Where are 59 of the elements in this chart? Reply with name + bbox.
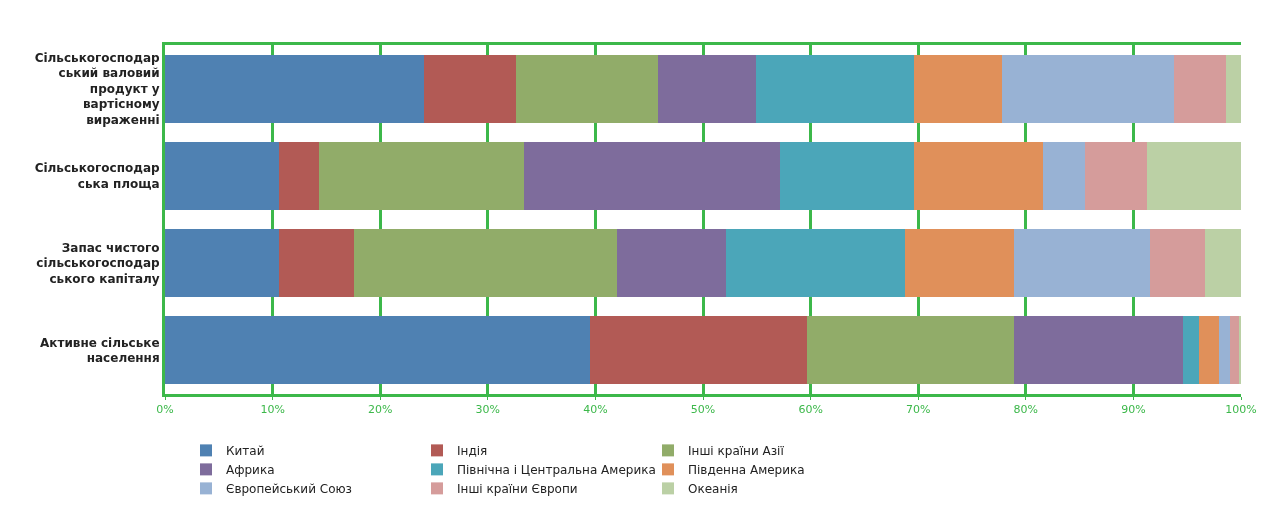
x-tick-label: 90% [1121, 403, 1146, 417]
bar [1174, 55, 1226, 123]
bar [905, 229, 1014, 297]
bar [279, 142, 319, 210]
legend-label: Китай [226, 444, 265, 459]
bar [1002, 55, 1174, 123]
y-tick-label: Сільськогосподар ський валовий продукт у вартісному вираженні [34, 50, 160, 128]
bar [165, 55, 424, 123]
bar [807, 316, 1014, 384]
bar [1147, 142, 1241, 210]
bar [279, 229, 354, 297]
bar [1014, 229, 1150, 297]
y-tick-label: Запас чистого сільськогосподар ського капіталу [36, 240, 161, 286]
bar [658, 55, 756, 123]
legend-label: Південна Америка [688, 463, 805, 478]
bar [1085, 142, 1147, 210]
bar [165, 316, 590, 384]
x-tick-label: 100% [1225, 403, 1257, 417]
bar [1014, 316, 1183, 384]
x-tick-label: 60% [798, 403, 823, 417]
bar [516, 55, 658, 123]
legend-label: Інші країни Європи [457, 482, 578, 497]
bar [1205, 229, 1241, 297]
legend-label: Океанія [688, 482, 738, 497]
bar [1226, 55, 1241, 123]
bar [165, 229, 279, 297]
bar [165, 142, 279, 210]
legend-label: Індія [457, 444, 488, 459]
bar [1183, 316, 1199, 384]
x-tick-label: 80% [1013, 403, 1039, 417]
bar [319, 142, 524, 210]
x-tick-label: 50% [690, 403, 716, 417]
x-tick-label: 0% [156, 403, 174, 417]
legend-label: Африка [226, 463, 275, 478]
bar [354, 229, 617, 297]
bar [914, 142, 1043, 210]
legend-label: Північна і Центральна Америка [457, 463, 656, 478]
legend-label: Інші країни Азії [688, 444, 785, 459]
bar [780, 142, 914, 210]
bar [756, 55, 914, 123]
bar [424, 55, 516, 123]
y-tick-label: Активне сільське населення [40, 335, 160, 366]
bar [524, 142, 780, 210]
x-tick-label: 20% [367, 403, 393, 417]
bar [1150, 229, 1205, 297]
bar [1043, 142, 1085, 210]
bar [1219, 316, 1230, 384]
bar [914, 55, 1002, 123]
x-tick-label: 40% [583, 403, 608, 417]
bar [1230, 316, 1239, 384]
x-tick-label: 30% [475, 403, 501, 417]
x-tick-label: 70% [905, 403, 931, 417]
bar [617, 229, 726, 297]
x-tick-label: 10% [260, 403, 285, 417]
y-tick-label: Сільськогосподар ська площа [34, 161, 160, 191]
bar [590, 316, 807, 384]
bar [726, 229, 905, 297]
legend-label: Європейський Союз [226, 482, 352, 497]
bar [1199, 316, 1219, 384]
